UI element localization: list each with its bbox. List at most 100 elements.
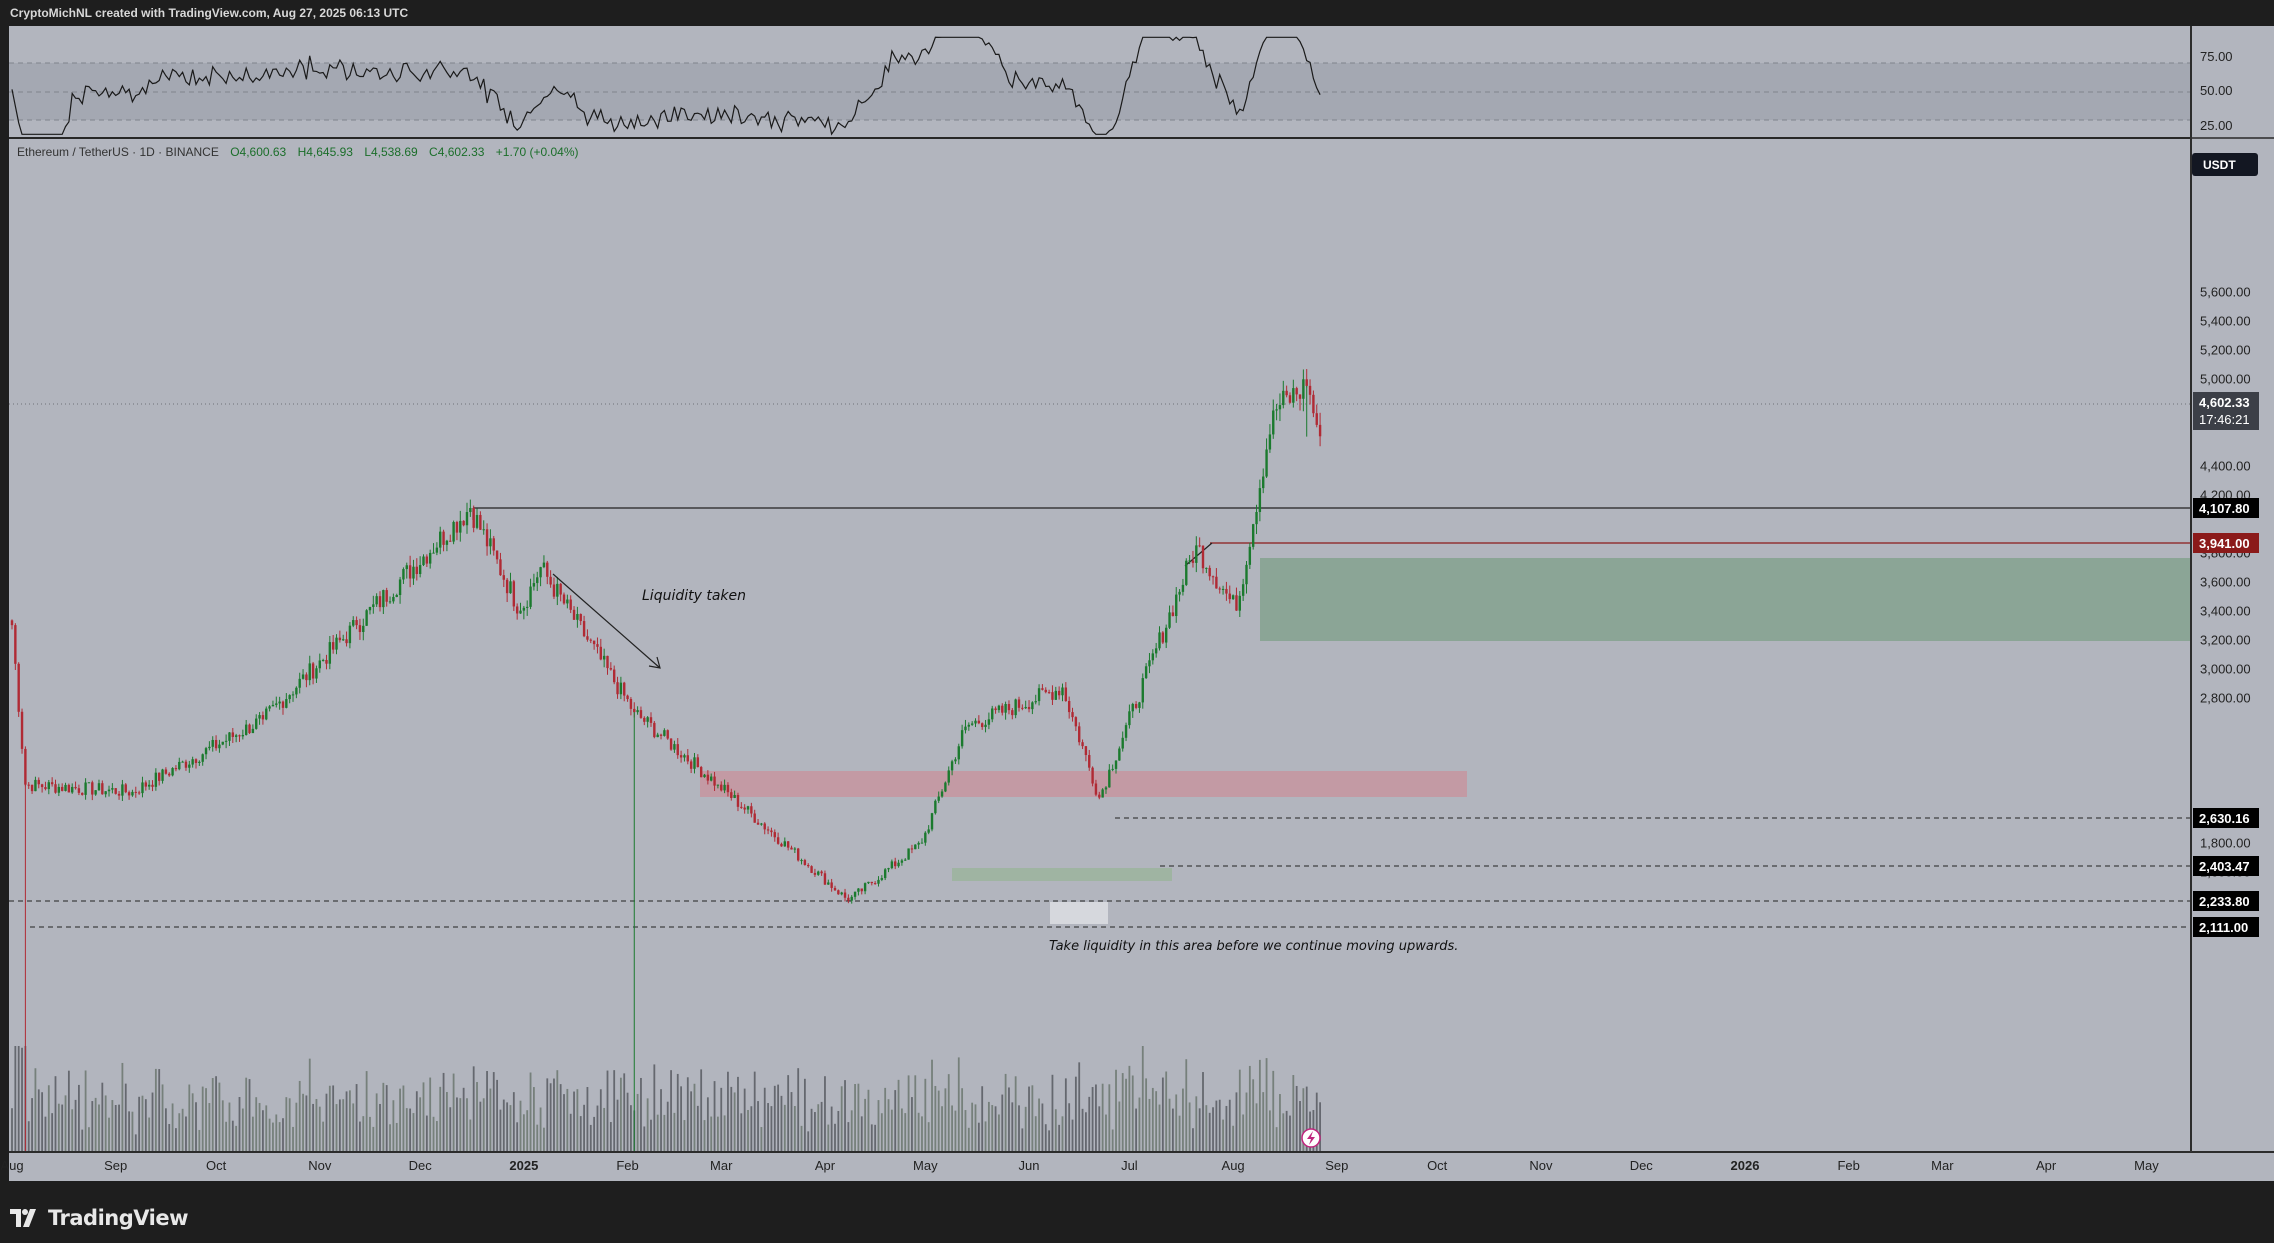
take-liquidity-label[interactable]: Take liquidity in this area before we co… xyxy=(1049,939,1458,954)
current-price-label[interactable] xyxy=(2193,392,2259,430)
volume-bar xyxy=(328,1085,331,1151)
volume-bar xyxy=(432,1116,435,1151)
volume-bar xyxy=(683,1120,686,1151)
volume-bar xyxy=(1161,1077,1164,1151)
time-tick-label: Apr xyxy=(815,1158,836,1173)
volume-bar xyxy=(1138,1097,1141,1151)
volume-bar xyxy=(1044,1124,1047,1151)
green-demand-zone[interactable] xyxy=(1260,558,2190,641)
candle-body xyxy=(311,663,315,679)
volume-bar xyxy=(412,1113,415,1151)
volume-bar xyxy=(466,1098,468,1151)
candle-body xyxy=(780,843,783,847)
volume-bar xyxy=(783,1104,786,1151)
candle-body xyxy=(1195,545,1198,563)
volume-bar xyxy=(1222,1119,1224,1151)
liquidity-arrow-head xyxy=(648,656,661,669)
volume-bar xyxy=(1248,1065,1251,1151)
level-3941-label[interactable] xyxy=(2193,533,2259,553)
candle-body xyxy=(693,757,696,769)
volume-bar xyxy=(947,1074,950,1151)
volume-bar xyxy=(1228,1099,1231,1151)
candle-body xyxy=(623,682,626,696)
volume-bar xyxy=(1125,1078,1127,1151)
volume-bar xyxy=(482,1098,485,1151)
volume-bar xyxy=(262,1110,264,1151)
candle-body xyxy=(84,782,87,795)
candle-body xyxy=(168,773,171,776)
rsi-series xyxy=(11,36,1321,136)
candle-body xyxy=(907,848,910,860)
red-supply-zone[interactable] xyxy=(700,771,1467,797)
volume-bar xyxy=(803,1078,806,1151)
volume-bar xyxy=(1175,1094,1178,1151)
candle-body xyxy=(255,718,258,729)
level-2630-label[interactable] xyxy=(2193,808,2259,828)
volume-bar xyxy=(1258,1059,1261,1151)
volume-bar xyxy=(914,1075,917,1151)
price-chart[interactable]: 75.00 50.00 25.00 Ethereum / TetherUS · … xyxy=(0,0,2274,1200)
volume-bar xyxy=(747,1109,749,1151)
candle-body xyxy=(1074,717,1078,727)
volume-bar xyxy=(325,1093,328,1151)
tradingview-footer[interactable]: TradingView xyxy=(10,1200,188,1236)
price-scale-background[interactable] xyxy=(2192,26,2274,1151)
currency-badge[interactable] xyxy=(2192,153,2258,176)
volume-bar xyxy=(1252,1079,1255,1151)
candle-body xyxy=(355,620,358,626)
candle-body xyxy=(194,759,198,763)
candle-body xyxy=(766,829,770,831)
candle-body xyxy=(847,897,850,901)
candle-body xyxy=(1121,737,1124,749)
volume-bar xyxy=(265,1105,268,1151)
lightning-icon[interactable] xyxy=(1301,1128,1321,1148)
candle-body xyxy=(87,782,91,784)
volume-bar xyxy=(890,1109,893,1151)
liquidity-arrow-line[interactable] xyxy=(552,573,661,669)
candle-body xyxy=(107,789,111,792)
volume-bar xyxy=(640,1077,642,1151)
green-range-zone[interactable] xyxy=(952,868,1172,881)
candle-body xyxy=(1211,576,1215,578)
volume-bar xyxy=(78,1084,80,1151)
candle-body xyxy=(562,594,566,604)
candlestick-series[interactable] xyxy=(10,369,1322,1151)
candle-body xyxy=(91,782,94,795)
candle-body xyxy=(422,556,425,566)
volume-bar xyxy=(425,1115,428,1151)
volume-bar xyxy=(1088,1096,1091,1151)
level-2403-label[interactable] xyxy=(2193,856,2259,876)
volume-bar xyxy=(422,1082,425,1151)
candle-body xyxy=(954,759,957,762)
volume-bar xyxy=(1118,1101,1121,1151)
level-2233-label[interactable] xyxy=(2193,891,2259,911)
volume-bar xyxy=(599,1089,602,1151)
liquidity-box[interactable] xyxy=(1050,902,1108,924)
volume-bar xyxy=(693,1083,696,1151)
candle-body xyxy=(131,791,134,796)
price-tick-label: 5,000.00 xyxy=(2200,372,2251,387)
volume-bar xyxy=(1292,1075,1295,1151)
liquidity-taken-label[interactable]: Liquidity taken xyxy=(642,588,746,604)
candle-body xyxy=(629,699,633,709)
candle-body xyxy=(388,601,392,603)
time-scale-background[interactable] xyxy=(9,1153,2274,1181)
candle-body xyxy=(428,552,432,564)
volume-bar xyxy=(258,1102,261,1151)
candle-body xyxy=(1044,689,1047,693)
candle-body xyxy=(1251,524,1255,547)
level-2111-label[interactable] xyxy=(2193,917,2259,937)
candle-body xyxy=(713,776,716,786)
time-tick-label: Oct xyxy=(206,1158,227,1173)
volume-bar xyxy=(512,1092,515,1151)
candle-body xyxy=(1144,666,1148,679)
level-4107-label[interactable] xyxy=(2193,498,2259,518)
volume-bar xyxy=(54,1076,57,1151)
candle-body xyxy=(743,807,746,810)
time-tick-label: Dec xyxy=(1630,1158,1654,1173)
volume-bar xyxy=(255,1097,258,1151)
volume-bar xyxy=(991,1105,994,1151)
volume-bar xyxy=(492,1072,495,1151)
candle-body xyxy=(1064,687,1068,701)
candle-body xyxy=(552,584,556,597)
